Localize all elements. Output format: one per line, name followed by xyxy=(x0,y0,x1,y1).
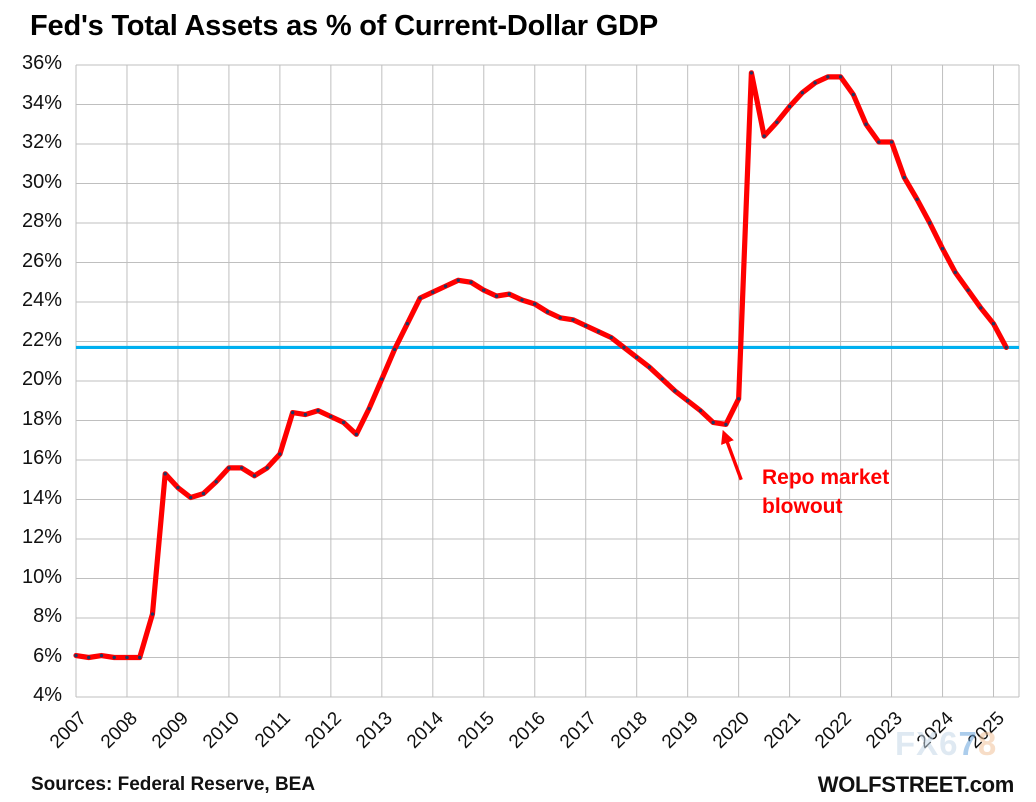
y-axis-tick-label: 10% xyxy=(21,565,62,588)
brand-label: WOLFSTREET.com xyxy=(817,772,1015,797)
annotation-label-repo-market-blowout: Repo market blowout xyxy=(762,463,889,521)
y-axis-tick-label: 6% xyxy=(33,644,62,667)
gridlines xyxy=(75,64,1020,698)
y-axis-tick-label: 26% xyxy=(21,249,62,272)
y-axis-tick-label: 28% xyxy=(21,210,62,232)
y-axis-tick-label: 32% xyxy=(21,131,62,153)
y-axis-tick-label: 34% xyxy=(21,91,62,114)
annotation-line-1: Repo market xyxy=(762,466,890,489)
data-point-markers xyxy=(74,71,1008,660)
watermark-part-b: 7 xyxy=(958,725,978,762)
y-axis-tick-label: 4% xyxy=(33,684,62,706)
y-axis-tick-label: 30% xyxy=(21,170,62,193)
sources-label: Sources: Federal Reserve, BEA xyxy=(31,774,316,795)
watermark-part-c: 8 xyxy=(977,725,998,762)
y-axis-tick-label: 36% xyxy=(21,52,62,74)
y-axis-tick-label: 8% xyxy=(33,605,62,627)
y-axis-tick-label: 24% xyxy=(21,289,62,311)
annotation-arrow xyxy=(721,429,743,481)
y-axis-tick-label: 20% xyxy=(21,368,62,390)
watermark: FX678 xyxy=(895,725,997,763)
watermark-part-a: FX6 xyxy=(895,725,959,762)
y-axis-tick-label: 18% xyxy=(21,407,62,430)
annotation-line-2: blowout xyxy=(762,495,843,518)
y-axis-tick-label: 16% xyxy=(21,447,62,469)
chart-title: Fed's Total Assets as % of Current-Dolla… xyxy=(30,10,658,42)
y-axis-tick-label: 12% xyxy=(21,526,62,548)
y-axis-tick-label: 14% xyxy=(21,486,62,509)
data-series-line xyxy=(73,70,1009,661)
y-axis-tick-label: 22% xyxy=(21,328,62,351)
